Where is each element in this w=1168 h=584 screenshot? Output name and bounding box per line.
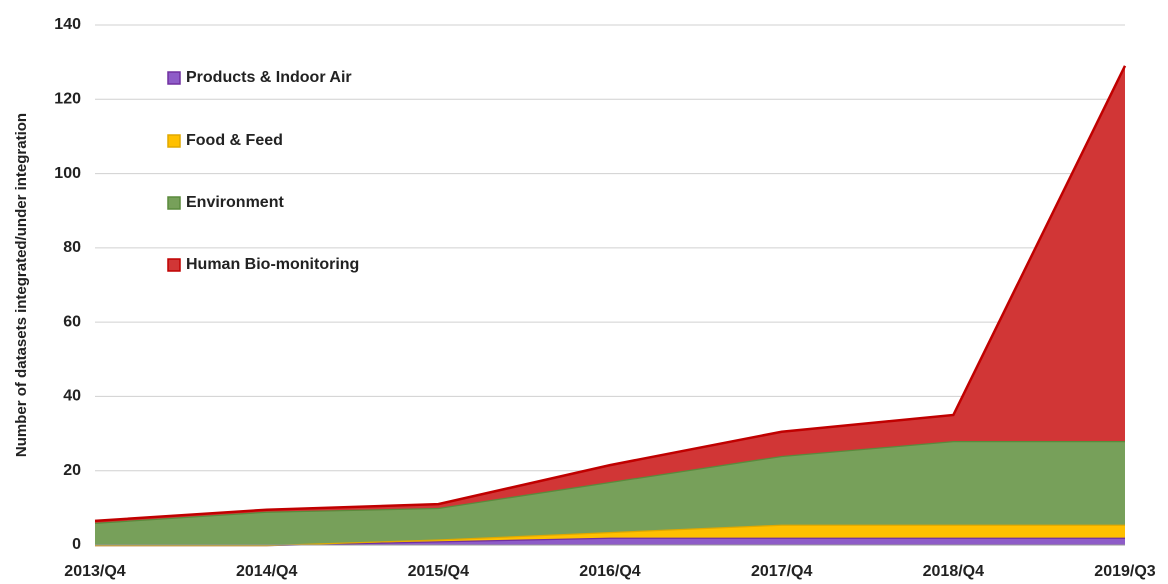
legend-swatch (167, 134, 181, 148)
x-tick-label: 2019/Q3 (1094, 563, 1155, 580)
legend-label: Products & Indoor Air (186, 69, 352, 86)
y-tick-label: 100 (54, 165, 81, 182)
x-tick-label: 2018/Q4 (923, 563, 984, 580)
legend-label: Human Bio-monitoring (186, 256, 359, 273)
x-tick-label: 2016/Q4 (579, 563, 640, 580)
y-tick-label: 40 (63, 388, 81, 405)
y-axis-label: Number of datasets integrated/under inte… (13, 113, 30, 457)
area (95, 537, 1125, 545)
x-tick-label: 2017/Q4 (751, 563, 812, 580)
legend-label: Food & Feed (186, 132, 283, 149)
area-edge (94, 65, 1127, 523)
y-tick-label: 120 (54, 91, 81, 108)
y-tick-label: 60 (63, 313, 81, 330)
y-tick-label: 140 (54, 16, 81, 33)
legend-swatch (167, 196, 181, 210)
y-tick-label: 0 (72, 536, 81, 553)
x-tick-label: 2013/Q4 (64, 563, 125, 580)
area (95, 441, 1125, 545)
y-tick-label: 20 (63, 462, 81, 479)
area (95, 524, 1125, 545)
x-tick-label: 2015/Q4 (408, 563, 469, 580)
x-tick-label: 2014/Q4 (236, 563, 297, 580)
legend-label: Environment (186, 194, 284, 211)
y-tick-label: 80 (63, 239, 81, 256)
legend-swatch (167, 258, 181, 272)
legend-swatch (167, 71, 181, 85)
